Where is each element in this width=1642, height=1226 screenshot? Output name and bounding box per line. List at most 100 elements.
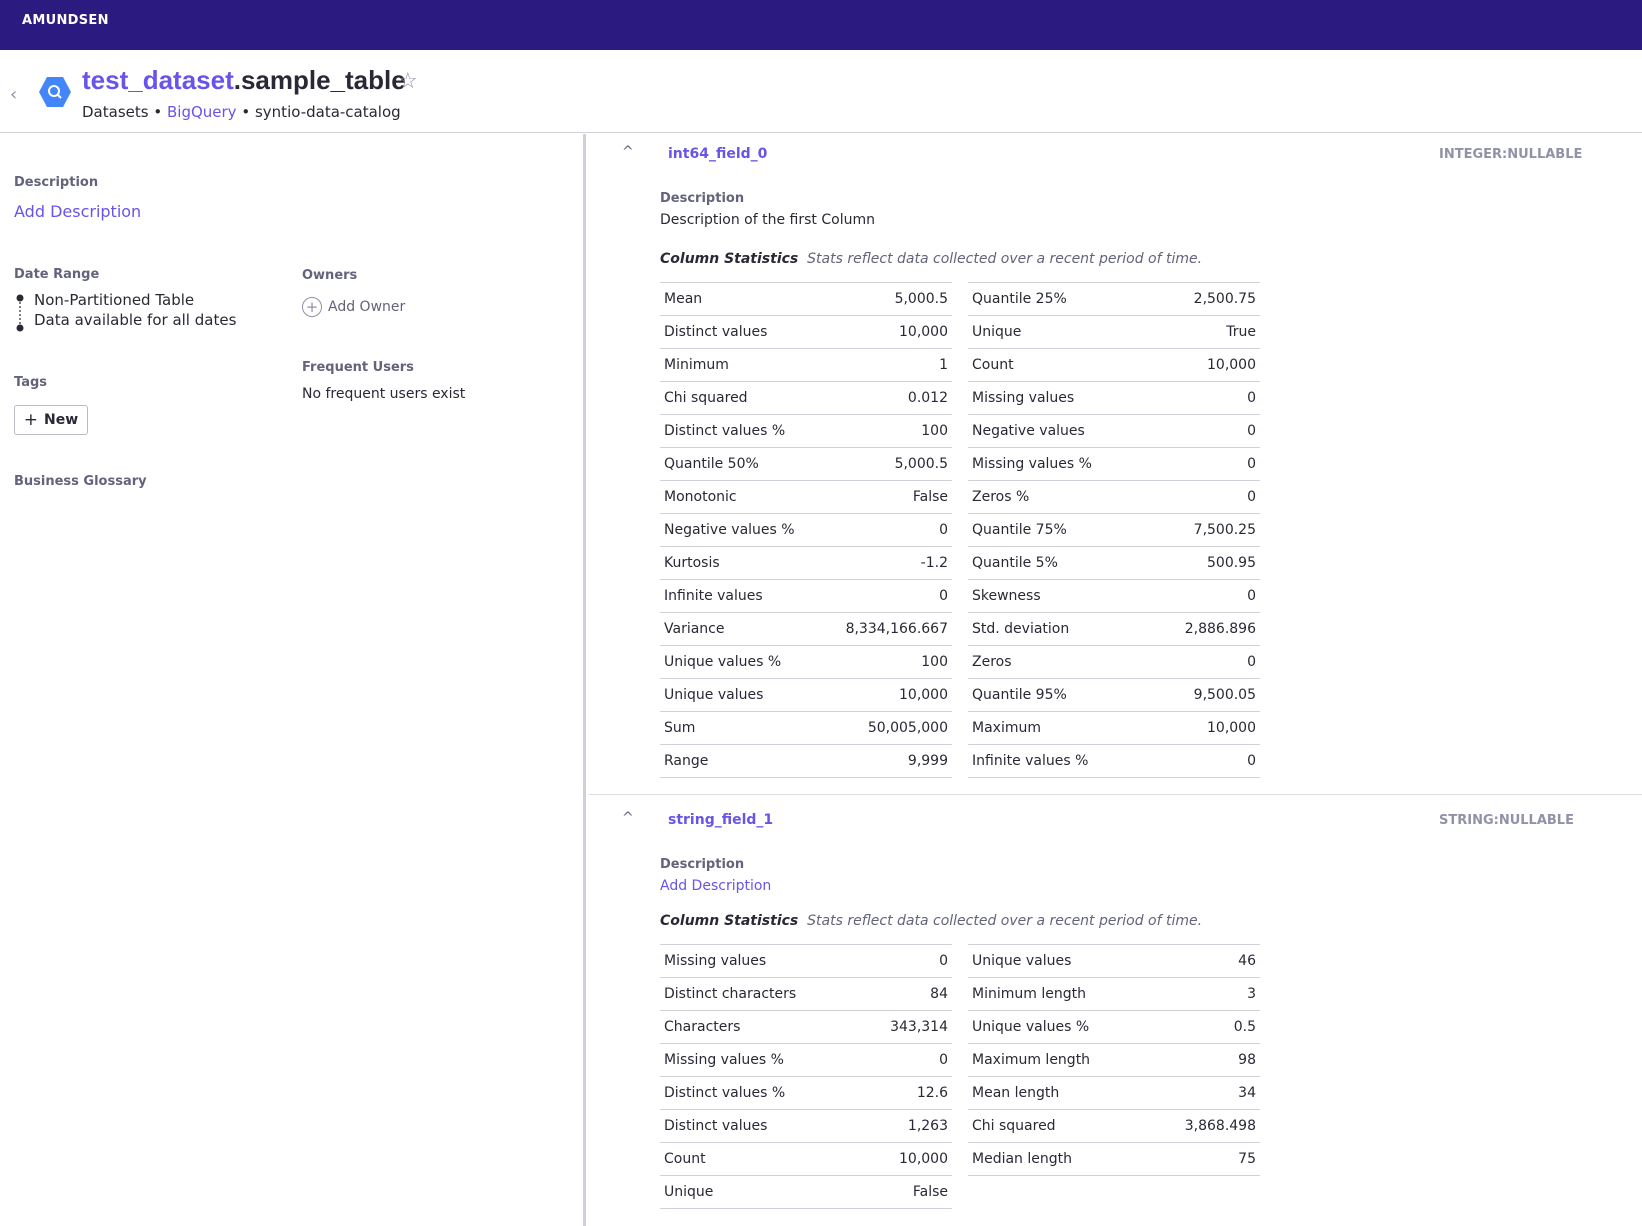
chevron-left-icon[interactable]: ‹ (10, 84, 18, 105)
stat-value: 0.5 (1233, 1019, 1256, 1035)
stat-label: Characters (664, 1019, 741, 1035)
table-name: .sample_table (233, 65, 406, 95)
chevron-up-icon[interactable]: ^ (622, 810, 634, 826)
stat-value: 3,868.498 (1184, 1118, 1256, 1134)
stat-row: Distinct values 10,000 (660, 316, 952, 349)
breadcrumb-db-link[interactable]: BigQuery (166, 103, 237, 121)
stat-label: Infinite values % (972, 753, 1089, 769)
stat-label: Skewness (972, 588, 1041, 604)
stat-row: Distinct characters 84 (660, 978, 952, 1011)
stat-value: 5,000.5 (894, 291, 948, 307)
stat-label: Maximum (972, 720, 1041, 736)
stat-value: 12.6 (916, 1085, 948, 1101)
add-owner-button[interactable]: + Add Owner (302, 297, 405, 317)
date-range-label: Date Range (14, 267, 100, 282)
stat-row: Sum 50,005,000 (660, 712, 952, 745)
stat-value: 0 (1247, 423, 1256, 439)
stat-row: Chi squared 3,868.498 (968, 1110, 1260, 1143)
new-tag-button[interactable]: + New (14, 405, 88, 435)
stat-label: Negative values % (664, 522, 795, 538)
column-item: ^ int64_field_0 INTEGER:NULLABLE Descrip… (589, 134, 1642, 794)
date-range-type: Non-Partitioned Table (34, 291, 195, 309)
column-name[interactable]: int64_field_0 (668, 146, 768, 162)
stat-value: 75 (1238, 1151, 1256, 1167)
stat-row: Std. deviation 2,886.896 (968, 613, 1260, 646)
stat-label: Distinct values % (664, 423, 786, 439)
column-description[interactable]: Description of the first Column (660, 212, 875, 228)
add-column-description-link[interactable]: Add Description (660, 878, 772, 894)
stat-row: Chi squared 0.012 (660, 382, 952, 415)
stat-value: 1 (939, 357, 948, 373)
stat-row: Zeros 0 (968, 646, 1260, 679)
page-title: test_dataset.sample_table (82, 65, 406, 96)
stat-value: 10,000 (899, 324, 948, 340)
stat-value: 10,000 (899, 1151, 948, 1167)
stat-row: Unique values 10,000 (660, 679, 952, 712)
table-header: ‹ test_dataset.sample_table ☆ Datasets •… (0, 50, 1642, 133)
stat-value: 1,263 (907, 1118, 948, 1134)
stat-row: Mean length 34 (968, 1077, 1260, 1110)
stat-label: Unique values (972, 953, 1072, 969)
stat-value: 0 (939, 522, 948, 538)
chevron-up-icon[interactable]: ^ (622, 144, 634, 160)
stat-value: True (1226, 324, 1256, 340)
stat-row: Quantile 50% 5,000.5 (660, 448, 952, 481)
stat-row: Missing values 0 (968, 382, 1260, 415)
schema-name-link[interactable]: test_dataset (82, 65, 234, 95)
stat-label: Mean length (972, 1085, 1060, 1101)
stat-label: Quantile 5% (972, 555, 1058, 571)
stat-label: Negative values (972, 423, 1085, 439)
stat-value: 0 (1247, 489, 1256, 505)
stat-row: Unique True (968, 316, 1260, 349)
stats-table-right: Unique values 46 Minimum length 3 Unique val… (968, 944, 1260, 1176)
stat-row: Range 9,999 (660, 745, 952, 778)
star-icon[interactable]: ☆ (398, 69, 418, 94)
column-type: INTEGER:NULLABLE (1439, 147, 1583, 162)
stat-label: Monotonic (664, 489, 737, 505)
stat-label: Quantile 50% (664, 456, 759, 472)
stat-row: Kurtosis -1.2 (660, 547, 952, 580)
stat-label: Chi squared (664, 390, 748, 406)
stat-row: Infinite values 0 (660, 580, 952, 613)
stat-value: 46 (1238, 953, 1256, 969)
stat-value: 7,500.25 (1193, 522, 1256, 538)
stat-value: 9,500.05 (1193, 687, 1256, 703)
stat-value: 100 (921, 654, 948, 670)
stats-table-left: Mean 5,000.5 Distinct values 10,000 Minimum 1… (660, 282, 952, 778)
stat-label: Distinct characters (664, 986, 797, 1002)
stat-label: Minimum (664, 357, 729, 373)
column-divider (589, 794, 1642, 795)
stat-value: False (912, 1184, 948, 1200)
stat-row: Distinct values 1,263 (660, 1110, 952, 1143)
stat-label: Zeros (972, 654, 1012, 670)
stat-row: Missing values % 0 (660, 1044, 952, 1077)
stat-row: Negative values % 0 (660, 514, 952, 547)
stat-value: 34 (1238, 1085, 1256, 1101)
brand-logo[interactable]: AMUNDSEN (22, 13, 109, 28)
stat-label: Quantile 25% (972, 291, 1067, 307)
stat-label: Distinct values (664, 1118, 768, 1134)
stat-value: 0 (1247, 753, 1256, 769)
stat-label: Kurtosis (664, 555, 720, 571)
add-description-link[interactable]: Add Description (14, 202, 142, 221)
plus-circle-icon: + (302, 297, 322, 317)
business-glossary-label: Business Glossary (14, 474, 147, 489)
column-stats-header: Column Statistics Stats reflect data col… (660, 913, 1202, 929)
stat-row: Count 10,000 (968, 349, 1260, 382)
stat-row: Variance 8,334,166.667 (660, 613, 952, 646)
column-list: ^ int64_field_0 INTEGER:NULLABLE Descrip… (589, 134, 1642, 1226)
column-name[interactable]: string_field_1 (668, 812, 774, 828)
stat-row: Quantile 5% 500.95 (968, 547, 1260, 580)
stat-label: Unique values % (664, 654, 782, 670)
stat-label: Zeros % (972, 489, 1030, 505)
owners-label: Owners (302, 268, 358, 283)
stat-value: 0 (939, 1052, 948, 1068)
stat-row: Monotonic False (660, 481, 952, 514)
stat-row: Quantile 25% 2,500.75 (968, 283, 1260, 316)
bigquery-icon (39, 77, 71, 107)
stat-label: Maximum length (972, 1052, 1091, 1068)
frequent-users-label: Frequent Users (302, 360, 414, 375)
stat-value: 0 (1247, 456, 1256, 472)
breadcrumb-separator: • (241, 103, 251, 121)
stat-row: Count 10,000 (660, 1143, 952, 1176)
